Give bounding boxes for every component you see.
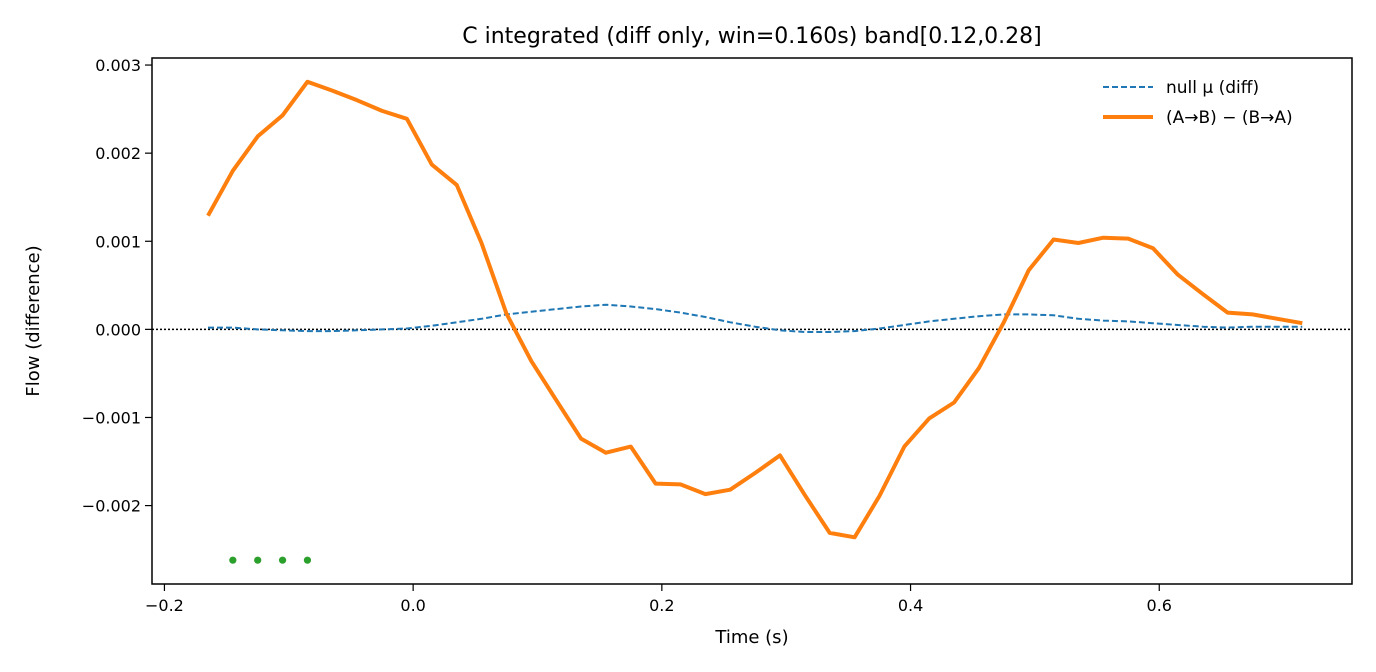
x-tick-label: 0.0 [400,596,425,615]
chart-title: C integrated (diff only, win=0.160s) ban… [462,24,1042,49]
y-tick-label: −0.001 [82,408,141,427]
x-tick-label: 0.2 [649,596,674,615]
plot-frame [151,57,1353,585]
y-axis-label: Flow (difference) [23,245,44,396]
axes: −0.2 0.0 0.2 0.4 0.6 −0.002 −0.001 0.000 0.001 0.… [82,56,1172,615]
significance-marker [278,556,287,564]
x-tick-label: 0.6 [1147,596,1172,615]
y-tick-label: 0.002 [95,144,141,163]
legend-label-diff: (A→B) − (B→A) [1166,108,1293,128]
y-tick-label: 0.001 [95,232,141,251]
significance-marker [303,556,312,564]
legend-label-null: null μ (diff) [1166,78,1259,98]
y-tick-label: 0.000 [95,320,141,339]
difference-line [206,79,1303,540]
x-tick-label: 0.4 [898,596,923,615]
significance-marker [229,556,237,564]
significance-marker [254,556,262,564]
null-mean-line [208,303,1303,333]
y-tick-label: 0.003 [95,56,141,75]
x-axis-label: Time (s) [714,627,788,648]
y-tick-label: −0.002 [82,497,141,516]
x-tick-label: −0.2 [145,596,184,615]
plot-area [152,79,1352,564]
legend: null μ (diff) (A→B) − (B→A) [1103,78,1293,128]
